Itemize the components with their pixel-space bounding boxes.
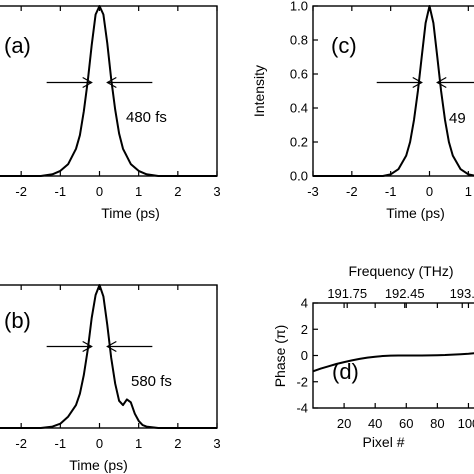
data-curve xyxy=(0,5,217,177)
x-tick-label: 2 xyxy=(174,184,181,199)
chart-panel-d: 20 40 60 80 100 Pixel # -4 -2 0 2 4 Phase (π) Freque… xyxy=(272,263,474,450)
fwhm-label: 49 xyxy=(449,110,466,127)
y-tick-label: 0.0 xyxy=(290,169,308,184)
x-tick-label: -3 xyxy=(307,184,319,199)
x-tick-label: 2 xyxy=(174,436,181,451)
panel-label: (d) xyxy=(332,359,359,384)
x-tick-label: 80 xyxy=(430,416,444,431)
fwhm-label: 580 fs xyxy=(131,373,172,390)
top-tick-label: 193. xyxy=(450,286,474,301)
fwhm-label: 480 fs xyxy=(126,109,167,126)
panel-label: (c) xyxy=(331,33,357,58)
fwhm-arrowhead-left xyxy=(412,76,423,89)
fwhm-arrowhead-right xyxy=(436,76,447,89)
x-tick-label: 100 xyxy=(458,416,474,431)
x-axis-title: Pixel # xyxy=(362,434,404,450)
x-tick-label: 3 xyxy=(213,184,220,199)
fwhm-arrowhead-left xyxy=(82,76,93,89)
x-tick-label: -1 xyxy=(55,436,67,451)
x-tick-label: -2 xyxy=(15,436,27,451)
fwhm-arrowhead-left xyxy=(82,340,93,353)
fwhm-arrowhead-right xyxy=(106,340,117,353)
top-tick-label: 192.45 xyxy=(385,286,425,301)
y-tick-label: 0.6 xyxy=(290,67,308,82)
x-tick-label: 0 xyxy=(96,184,103,199)
y-tick-label: -2 xyxy=(296,374,308,389)
x-tick-label: -1 xyxy=(55,184,67,199)
x-tick-label: 1 xyxy=(465,184,472,199)
x-tick-label: 1 xyxy=(135,184,142,199)
x-tick-label: 20 xyxy=(337,416,351,431)
y-tick-label: 1.0 xyxy=(290,0,308,14)
data-curve xyxy=(312,352,474,373)
x-tick-label: 60 xyxy=(399,416,413,431)
x-tick-label: -1 xyxy=(385,184,397,199)
panel-label: (a) xyxy=(4,33,31,58)
chart-panel-c: -3-2-1012Time (ps)0.00.20.40.60.81.0Inte… xyxy=(251,0,474,221)
y-axis-title: Intensity xyxy=(251,65,267,117)
x-axis-title: Time (ps) xyxy=(386,205,445,221)
y-tick-label: 0.2 xyxy=(290,135,308,150)
y-tick-label: 2 xyxy=(301,322,308,337)
y-tick-label: 0.4 xyxy=(290,101,308,116)
fwhm-arrowhead-right xyxy=(106,76,117,89)
plot-frame xyxy=(0,284,218,429)
y-tick-label: 0 xyxy=(301,348,308,363)
x-tick-label: 3 xyxy=(213,436,220,451)
x-tick-label: 40 xyxy=(368,416,382,431)
top-axis-title: Frequency (THz) xyxy=(348,263,453,279)
y-tick-label: 0.8 xyxy=(290,33,308,48)
chart-panel-b: -2 -1 0 1 2 3 Time (ps) 580 fs (b) xyxy=(0,284,221,473)
x-tick-label: -2 xyxy=(346,184,358,199)
x-axis-title: Time (ps) xyxy=(69,457,128,473)
x-tick-label: -2 xyxy=(15,184,27,199)
top-tick-label: 191.75 xyxy=(327,286,367,301)
plot-frame xyxy=(0,5,218,177)
x-axis-title: Time (ps) xyxy=(101,205,160,221)
y-axis-title: Phase (π) xyxy=(272,325,288,388)
data-curve xyxy=(0,284,217,429)
y-tick-label: -4 xyxy=(296,401,308,416)
chart-panel-a: -2 -1 0 1 2 3 Time (ps) 480 fs (a) xyxy=(0,5,221,221)
x-tick-label: 0 xyxy=(426,184,433,199)
y-tick-label: 4 xyxy=(301,296,308,311)
data-curve xyxy=(313,5,474,177)
plot-frame xyxy=(312,5,474,177)
x-tick-label: 1 xyxy=(135,436,142,451)
x-tick-label: 0 xyxy=(96,436,103,451)
panel-label: (b) xyxy=(4,308,31,333)
